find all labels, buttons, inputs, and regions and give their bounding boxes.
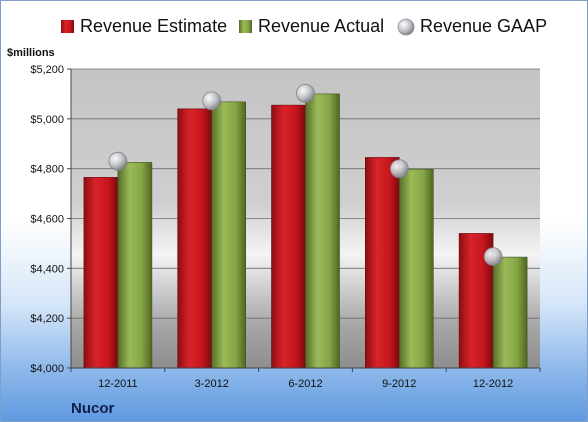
legend-gaap-marker	[397, 18, 415, 36]
x-tick-label: 6-2012	[288, 378, 322, 390]
gaap-markers	[108, 84, 503, 267]
bar-actual	[117, 162, 153, 369]
gaap-point	[296, 84, 315, 103]
x-axis: 12-2011 3-2012 6-2012 9-2012 12-2012	[70, 367, 541, 390]
legend-actual-label: Revenue Actual	[258, 16, 384, 36]
y-tick-label: $5,200	[30, 64, 64, 76]
bar-estimate	[271, 104, 306, 369]
legend-actual: Revenue Actual	[239, 16, 384, 36]
bar-estimate	[364, 157, 400, 369]
gaap-point	[108, 151, 128, 171]
y-tick-label: $5,000	[30, 114, 64, 126]
bar-actual	[305, 93, 340, 369]
x-tick-label: 9-2012	[382, 378, 416, 390]
gaap-point	[483, 247, 503, 267]
legend-gaap-label: Revenue GAAP	[420, 16, 547, 36]
unit-label: $millions	[7, 47, 55, 59]
x-tick-label: 12-2012	[473, 378, 513, 390]
y-tick-label: $4,800	[30, 164, 64, 176]
bar-estimate	[177, 108, 212, 369]
bar-actual	[398, 168, 434, 369]
legend-estimate-swatch	[61, 20, 74, 33]
bars	[83, 93, 528, 369]
y-tick-label: $4,400	[30, 263, 64, 275]
company-name: Nucor	[71, 400, 115, 417]
bar-estimate	[83, 177, 119, 369]
bar-actual	[492, 256, 528, 369]
legend-estimate-label: Revenue Estimate	[80, 16, 227, 36]
gaap-point	[389, 159, 409, 179]
y-tick-label: $4,000	[30, 363, 64, 375]
legend-actual-swatch	[239, 20, 252, 33]
legend: Revenue Estimate Revenue Actual Revenue …	[61, 16, 547, 36]
y-axis: $4,000 $4,200 $4,400 $4,600 $4,800 $5,000 $5,2…	[30, 64, 72, 375]
y-tick-label: $4,200	[30, 313, 64, 325]
y-tick-label: $4,600	[30, 214, 64, 226]
x-tick-label: 3-2012	[195, 378, 229, 390]
legend-estimate: Revenue Estimate	[61, 16, 227, 36]
gaap-point	[202, 91, 222, 111]
x-tick-label: 12-2011	[98, 378, 138, 390]
legend-gaap: Revenue GAAP	[397, 16, 547, 36]
bar-actual	[211, 101, 246, 369]
